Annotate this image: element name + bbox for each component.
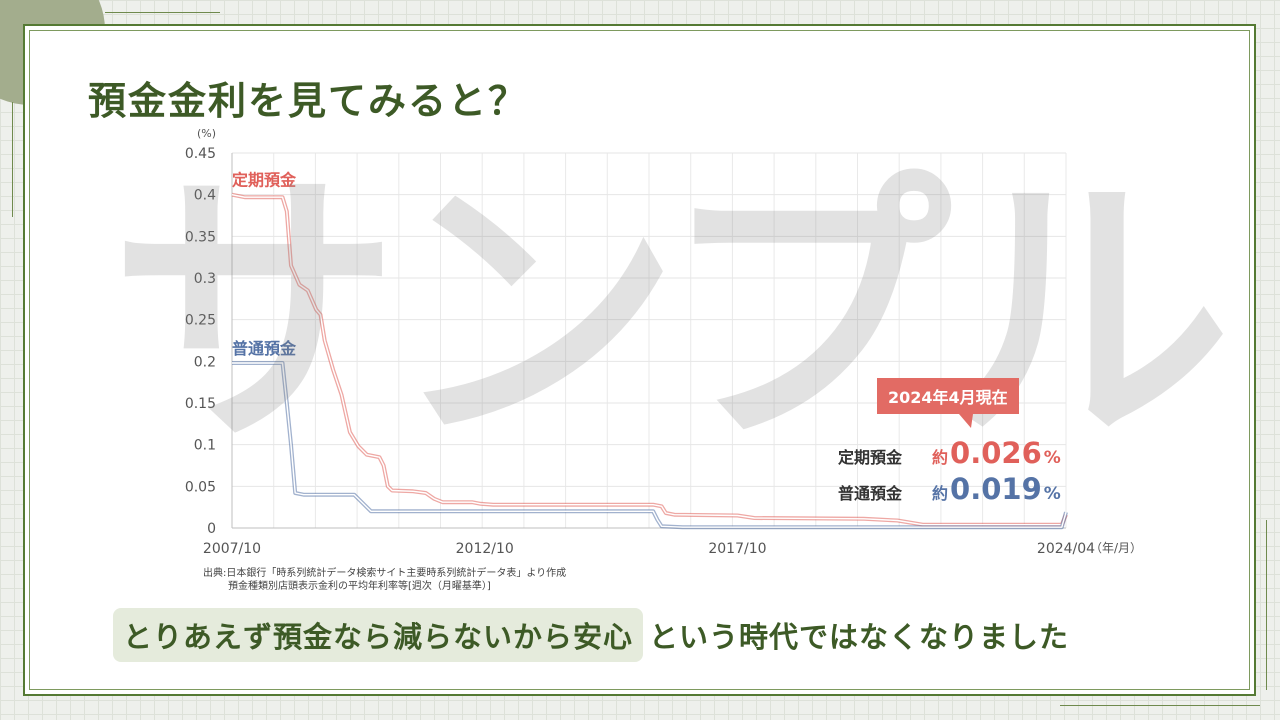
rate-unit: % [1043, 484, 1061, 504]
x-tick-label: 2024/04 [1037, 541, 1095, 557]
conclusion-rest: という時代ではなくなりました [649, 620, 1070, 654]
y-tick-label: 0.4 [194, 188, 216, 204]
y-tick-label: 0.15 [185, 396, 216, 412]
slide-inner-frame [29, 30, 1250, 690]
series-line [232, 362, 1067, 528]
y-tick-label: 0.05 [185, 479, 216, 495]
y-tick-label: 0.35 [185, 229, 216, 245]
decorative-line [12, 102, 13, 217]
y-axis-label: (%) [197, 127, 216, 140]
rate-name: 定期預金 [838, 448, 903, 467]
y-tick-label: 0.2 [194, 354, 216, 370]
rate-value: 0.019 [950, 472, 1042, 506]
x-axis-label: （年/月） [1090, 541, 1142, 555]
source-note: 出典:日本銀行「時系列統計データ検索サイト主要時系列統計データ表」より作成 預金… [203, 567, 566, 593]
rate-approx: 約 [932, 484, 949, 503]
conclusion: とりあえず預金なら減らないから安心 という時代ではなくなりました [113, 608, 1069, 662]
rate-name: 普通預金 [838, 484, 903, 503]
series-label: 普通預金 [232, 339, 297, 358]
rate-unit: % [1043, 448, 1061, 468]
y-tick-label: 0.1 [194, 438, 216, 454]
as-of-badge: 2024年4月現在 [877, 378, 1019, 428]
sample-watermark: サンプル [110, 146, 1231, 483]
page-title: 預金金利を見てみると？ [88, 79, 529, 123]
ordinary-deposit-rate: 普通預金 約 0.019 % [838, 472, 1073, 506]
x-tick-label: 2012/10 [456, 541, 514, 557]
source-line: 出典:日本銀行「時系列統計データ検索サイト主要時系列統計データ表」より作成 [203, 568, 567, 579]
y-tick-label: 0.3 [194, 271, 216, 287]
y-tick-label: 0.45 [185, 146, 216, 162]
y-tick-label: 0 [207, 521, 216, 537]
series-line [231, 194, 1067, 526]
y-tick-label: 0.25 [185, 313, 216, 329]
x-tick-label: 2017/10 [708, 541, 766, 557]
source-line: 預金種類別店頭表示金利の平均年利率等[週次（月曜基準）] [228, 581, 491, 592]
time-deposit-rate: 定期預金 約 0.026 % [838, 436, 1073, 470]
decorative-line [1266, 520, 1267, 690]
x-tick-label: 2007/10 [203, 541, 261, 557]
rate-value: 0.026 [950, 436, 1042, 470]
rate-approx: 約 [932, 448, 949, 467]
decorative-line [105, 12, 220, 13]
slide-frame [23, 24, 1256, 696]
decorative-line [1060, 705, 1260, 706]
conclusion-highlight: とりあえず預金なら減らないから安心 [113, 608, 644, 662]
series-label: 定期預金 [231, 171, 297, 190]
